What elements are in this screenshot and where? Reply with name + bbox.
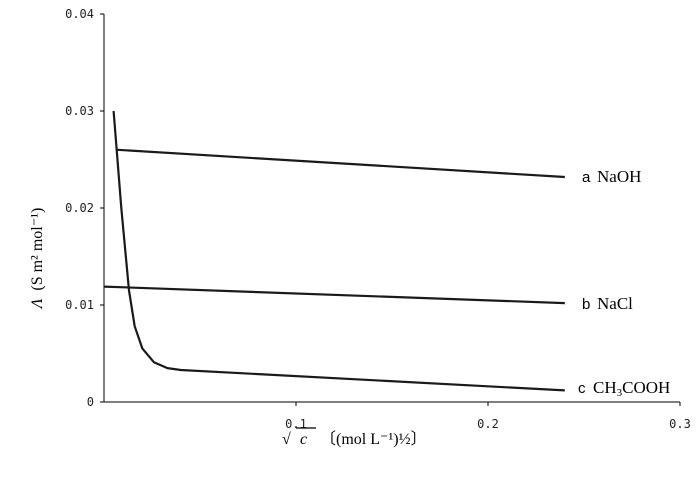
series-b-letter: b — [582, 296, 590, 313]
x-tick-label: 0.3 — [669, 417, 691, 431]
series-a-letter: a — [582, 169, 591, 186]
x-tick-label: 0.1 — [285, 417, 307, 431]
x-axis-variable: c — [300, 431, 307, 448]
y-tick-label: 0.04 — [65, 7, 94, 21]
series-c-label: CH3COOH — [593, 378, 670, 399]
series-lines — [103, 110, 565, 392]
series-b-label: NaCl — [597, 294, 633, 313]
y-axis-symbol: Λ — [29, 298, 46, 310]
sqrt-symbol: √ — [282, 431, 291, 448]
y-tick-label: 0.03 — [65, 104, 94, 118]
series-c-line — [112, 110, 565, 392]
x-axis-units: 〔(mol L⁻¹)½〕 — [320, 430, 427, 448]
y-axis-units: (S m² mol⁻¹) — [29, 208, 46, 291]
series-c-label-part1: CH — [593, 378, 617, 397]
series-c-letter: c — [578, 380, 586, 397]
y-tick-label: 0.01 — [65, 298, 94, 312]
series-c-label-subscript: 3 — [617, 387, 623, 399]
y-axis-label: Λ (S m² mol⁻¹) — [29, 208, 46, 311]
tick-labels: 0 0.01 0.02 0.03 0.04 0.1 0.2 0.3 — [65, 7, 691, 431]
y-tick-label: 0 — [87, 395, 94, 409]
x-axis-label: √ c 〔(mol L⁻¹)½〕 — [282, 427, 427, 448]
axes — [103, 14, 680, 403]
series-a-label: NaOH — [597, 167, 641, 186]
y-tick-label: 0.02 — [65, 201, 94, 215]
series-b-line — [103, 285, 565, 305]
x-tick-label: 0.2 — [477, 417, 499, 431]
series-a-line — [117, 148, 565, 179]
series-c-label-part2: COOH — [622, 378, 670, 397]
